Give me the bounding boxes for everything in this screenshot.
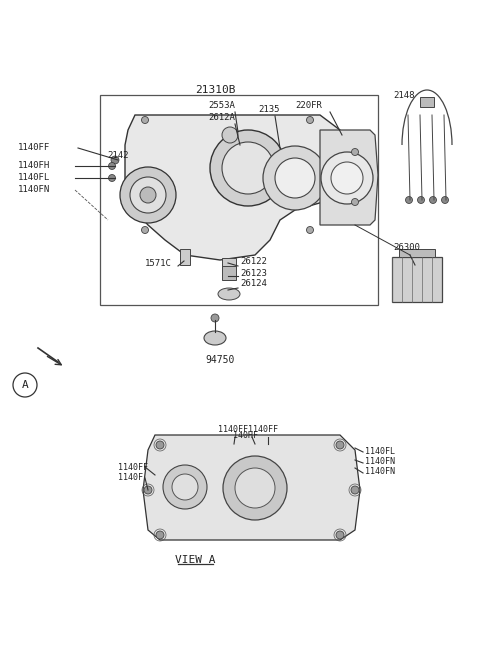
Circle shape bbox=[418, 196, 424, 204]
Text: 21310B: 21310B bbox=[195, 85, 235, 95]
Circle shape bbox=[163, 465, 207, 509]
Circle shape bbox=[307, 227, 313, 233]
Circle shape bbox=[351, 148, 359, 156]
Polygon shape bbox=[125, 115, 345, 260]
Text: 26123: 26123 bbox=[240, 269, 267, 277]
Bar bbox=[180, 249, 190, 265]
Circle shape bbox=[275, 158, 315, 198]
Text: 1140FH: 1140FH bbox=[18, 162, 50, 171]
Text: 1140FN: 1140FN bbox=[18, 185, 50, 194]
Circle shape bbox=[144, 486, 152, 494]
Ellipse shape bbox=[204, 331, 226, 345]
Text: 2612A: 2612A bbox=[208, 114, 235, 122]
Bar bbox=[222, 266, 236, 280]
Text: 26300: 26300 bbox=[393, 244, 420, 252]
Circle shape bbox=[235, 468, 275, 508]
Text: 26122: 26122 bbox=[240, 258, 267, 267]
Circle shape bbox=[442, 196, 448, 204]
Circle shape bbox=[223, 456, 287, 520]
Text: 1140FF: 1140FF bbox=[118, 463, 148, 472]
Text: 140HF: 140HF bbox=[233, 432, 258, 440]
Text: 26124: 26124 bbox=[240, 279, 267, 288]
Circle shape bbox=[108, 175, 116, 181]
Circle shape bbox=[351, 486, 359, 494]
Circle shape bbox=[321, 152, 373, 204]
Circle shape bbox=[430, 196, 436, 204]
Text: 1140FF: 1140FF bbox=[18, 143, 50, 152]
Circle shape bbox=[142, 116, 148, 124]
Circle shape bbox=[331, 162, 363, 194]
Text: 1140FL: 1140FL bbox=[365, 447, 395, 457]
Bar bbox=[392, 257, 442, 302]
Text: 1140FN: 1140FN bbox=[365, 468, 395, 476]
Circle shape bbox=[172, 474, 198, 500]
Bar bbox=[100, 95, 378, 305]
Bar bbox=[420, 97, 434, 107]
Text: 2142: 2142 bbox=[107, 150, 129, 160]
Polygon shape bbox=[320, 130, 378, 225]
Text: 1140FF: 1140FF bbox=[248, 426, 278, 434]
Bar bbox=[399, 249, 435, 257]
Circle shape bbox=[108, 162, 116, 170]
Circle shape bbox=[336, 531, 344, 539]
Circle shape bbox=[140, 187, 156, 203]
Text: 2148: 2148 bbox=[393, 91, 415, 99]
Circle shape bbox=[156, 441, 164, 449]
Circle shape bbox=[222, 142, 274, 194]
Circle shape bbox=[307, 116, 313, 124]
Circle shape bbox=[336, 441, 344, 449]
Text: 1140FN: 1140FN bbox=[365, 457, 395, 466]
Circle shape bbox=[156, 531, 164, 539]
Bar bbox=[222, 258, 236, 268]
Circle shape bbox=[130, 177, 166, 213]
Text: 1140FF: 1140FF bbox=[218, 426, 248, 434]
Text: 220FR: 220FR bbox=[295, 101, 322, 110]
Circle shape bbox=[263, 146, 327, 210]
Polygon shape bbox=[143, 435, 360, 540]
Circle shape bbox=[222, 127, 238, 143]
Text: 1571C: 1571C bbox=[145, 258, 172, 267]
Circle shape bbox=[211, 314, 219, 322]
Circle shape bbox=[111, 156, 119, 164]
Text: 2553A: 2553A bbox=[208, 101, 235, 110]
Text: 1140F: 1140F bbox=[118, 472, 143, 482]
Text: 94750: 94750 bbox=[205, 355, 235, 365]
Text: 1140FL: 1140FL bbox=[18, 173, 50, 183]
Circle shape bbox=[406, 196, 412, 204]
Circle shape bbox=[120, 167, 176, 223]
Text: A: A bbox=[22, 380, 28, 390]
Circle shape bbox=[351, 198, 359, 206]
Circle shape bbox=[142, 227, 148, 233]
Ellipse shape bbox=[218, 288, 240, 300]
Text: VIEW A: VIEW A bbox=[175, 555, 215, 565]
Text: 2135: 2135 bbox=[258, 106, 279, 114]
Circle shape bbox=[210, 130, 286, 206]
